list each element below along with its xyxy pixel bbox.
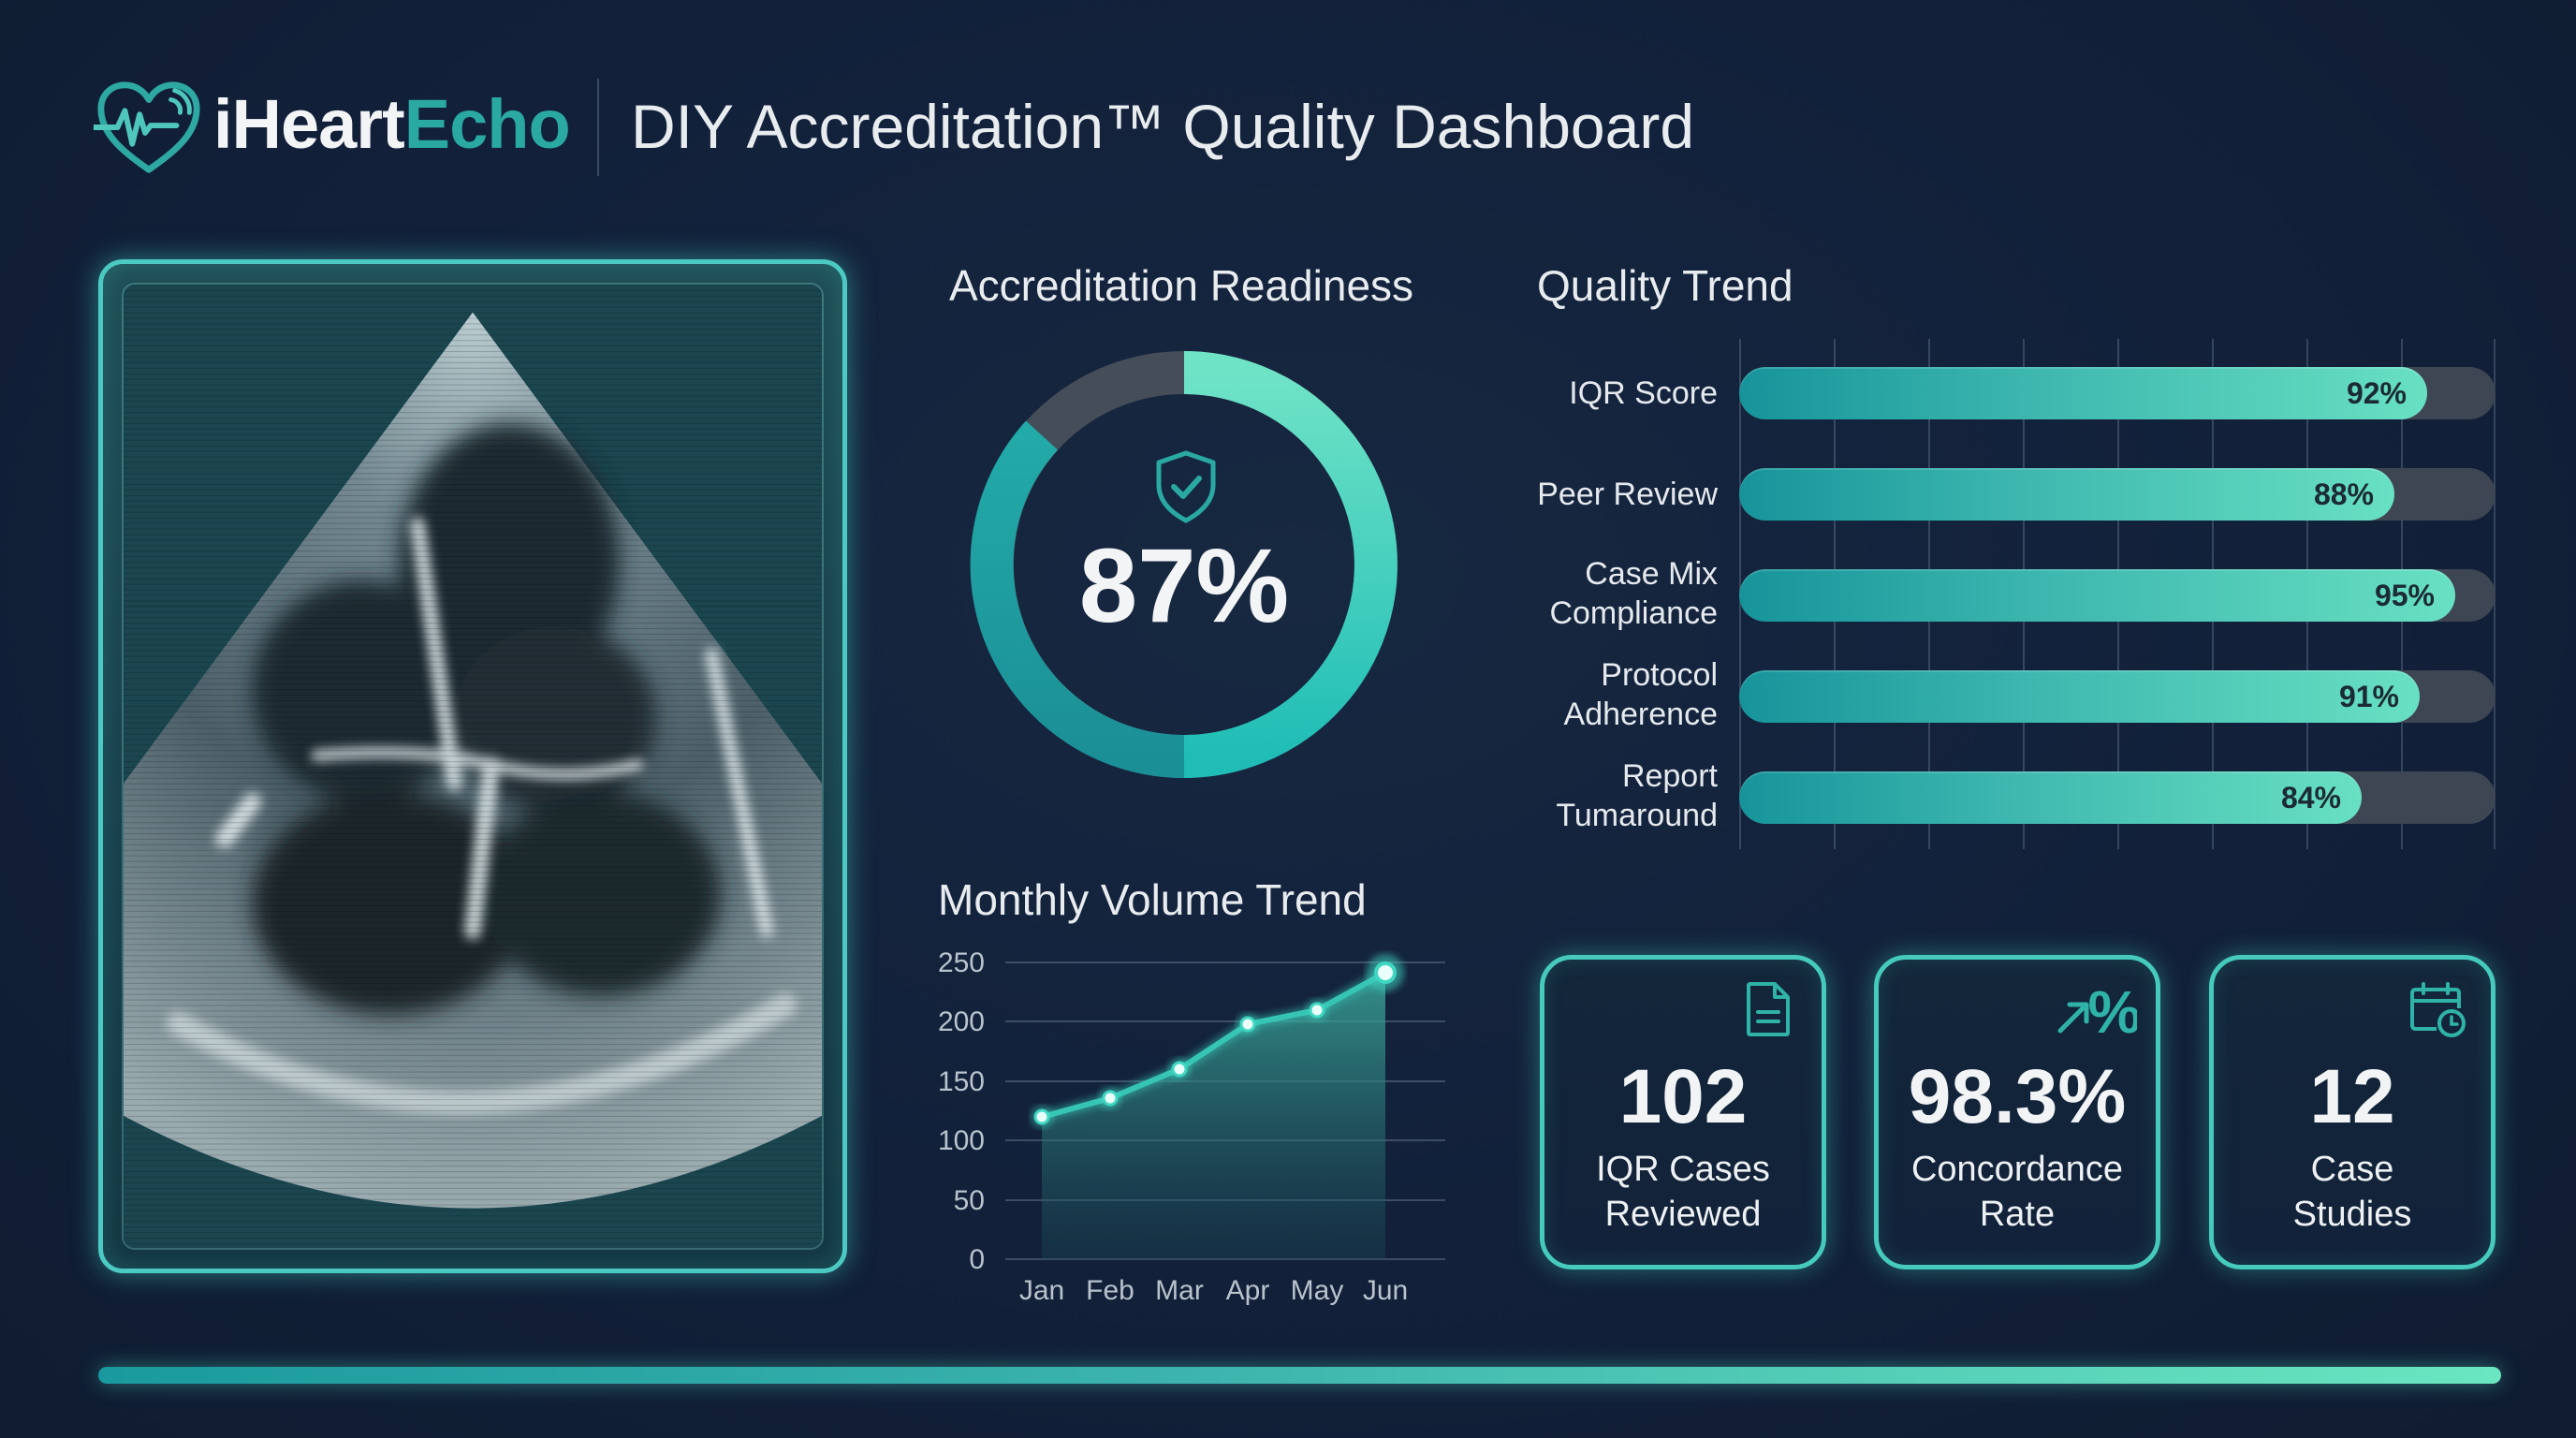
quality-bar-fill: 84% <box>1739 771 2362 824</box>
kpi-label: Concordance Rate <box>1910 1150 2124 1234</box>
echocardiogram-image <box>122 283 824 1250</box>
chart-area <box>1042 973 1385 1259</box>
kpi-value: 102 <box>1618 1054 1748 1139</box>
quality-bar-value: 92% <box>2346 376 2407 410</box>
kpi-label: IQR Cases Reviewed <box>1596 1150 1770 1234</box>
quality-bar-report-turnaround: Report Tumaround 84% <box>1498 758 2496 833</box>
y-tick-50: 50 <box>954 1185 985 1216</box>
header-divider <box>597 79 599 176</box>
document-icon <box>1739 980 1797 1038</box>
y-tick-250: 250 <box>938 947 985 978</box>
brand-name-part2: Echo <box>403 85 571 163</box>
kpi-card-iqr-cases[interactable]: 102 IQR Cases Reviewed <box>1540 955 1826 1269</box>
quality-bar-value: 91% <box>2338 680 2399 713</box>
monthly-volume-chart: 250 200 150 100 50 0 Jan Feb <box>927 936 1451 1306</box>
readiness-title: Accreditation Readiness <box>949 261 1414 310</box>
x-label-mar: Mar <box>1155 1275 1204 1306</box>
quality-bar-fill: 95% <box>1739 569 2455 622</box>
brand-name-part1: iHeart <box>213 85 405 163</box>
shield-check-icon <box>1153 449 1219 524</box>
quality-bar-track: 95% <box>1739 569 2496 622</box>
chart-points <box>1031 954 1404 1128</box>
quality-bar-label: Protocol Adherence <box>1563 657 1718 732</box>
x-label-jun: Jun <box>1363 1275 1408 1306</box>
kpi-label: Case Studies <box>2292 1150 2412 1234</box>
kpi-card-concordance[interactable]: % 98.3% Concordance Rate <box>1874 955 2160 1269</box>
quality-bar-value: 95% <box>2374 579 2435 612</box>
quality-bar-fill: 88% <box>1739 468 2394 521</box>
quality-bar-fill: 91% <box>1739 670 2420 723</box>
y-tick-200: 200 <box>938 1006 985 1037</box>
quality-bar-track: 92% <box>1739 367 2496 419</box>
y-tick-0: 0 <box>969 1244 985 1275</box>
echo-image-panel <box>98 259 847 1273</box>
kpi-value: 12 <box>2309 1054 2395 1139</box>
quality-bar-label: IQR Score <box>1569 375 1718 411</box>
trend-up-percent-icon: % <box>2053 978 2141 1046</box>
page-title: DIY Accreditation™ Quality Dashboard <box>631 92 1695 161</box>
quality-bar-fill: 92% <box>1739 367 2427 419</box>
quality-bar-value: 84% <box>2280 781 2341 814</box>
readiness-gauge <box>969 349 1399 780</box>
quality-bar-label: Case Mix Compliance <box>1549 556 1718 631</box>
y-tick-100: 100 <box>938 1125 985 1156</box>
logo-heart-icon <box>91 79 204 176</box>
kpi-card-case-studies[interactable]: 12 Case Studies <box>2209 955 2496 1269</box>
x-label-jan: Jan <box>1019 1275 1064 1306</box>
chart-line <box>1041 970 1387 1120</box>
quality-bar-value: 88% <box>2313 477 2374 511</box>
quality-bar-track: 88% <box>1739 468 2496 521</box>
quality-bar-track: 84% <box>1739 771 2496 824</box>
kpi-value: 98.3% <box>1908 1054 2127 1139</box>
quality-bar-iqr-score: IQR Score 92% <box>1498 365 2496 421</box>
quality-bar-label: Peer Review <box>1537 477 1718 512</box>
brand-logo-text: iHeartEcho <box>213 90 571 159</box>
x-label-feb: Feb <box>1086 1275 1134 1306</box>
monthly-volume-title: Monthly Volume Trend <box>938 875 1367 924</box>
x-label-apr: Apr <box>1226 1275 1270 1306</box>
quality-bar-protocol: Protocol Adherence 91% <box>1498 657 2496 732</box>
calendar-clock-icon <box>2408 980 2466 1038</box>
bottom-progress-bar <box>98 1367 2501 1384</box>
quality-bar-case-mix: Case Mix Compliance 95% <box>1498 556 2496 631</box>
quality-bar-label: Report Tumaround <box>1556 758 1718 833</box>
y-tick-150: 150 <box>938 1066 985 1097</box>
x-label-may: May <box>1291 1275 1344 1306</box>
quality-bar-peer-review: Peer Review 88% <box>1498 466 2496 522</box>
readiness-value: 87% <box>1078 527 1290 644</box>
quality-trend-title: Quality Trend <box>1537 261 1793 310</box>
svg-text:%: % <box>2088 980 2137 1038</box>
quality-bar-track: 91% <box>1739 670 2496 723</box>
